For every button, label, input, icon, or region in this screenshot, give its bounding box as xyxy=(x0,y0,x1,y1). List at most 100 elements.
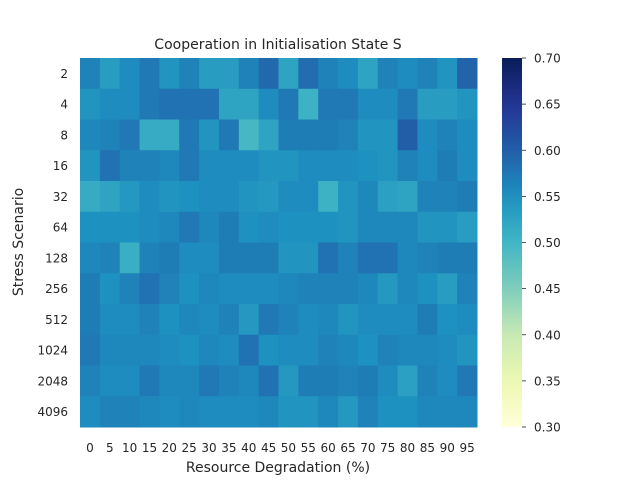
heatmap-cell xyxy=(119,334,141,366)
heatmap-cell xyxy=(238,181,260,213)
heatmap-cell xyxy=(278,88,299,120)
heatmap-cell xyxy=(298,88,319,120)
heatmap-cell xyxy=(278,304,299,336)
heatmap-cell xyxy=(377,119,399,151)
colorbar-tick-label: 0.60 xyxy=(534,144,561,158)
heatmap-cell xyxy=(357,365,379,397)
heatmap-cell xyxy=(298,211,319,243)
heatmap-cell xyxy=(159,396,180,428)
heatmap-cell xyxy=(357,119,379,151)
heatmap-cell xyxy=(457,304,478,336)
heatmap-cell xyxy=(318,365,339,397)
heatmap-cell xyxy=(258,304,279,336)
heatmap-cell xyxy=(199,242,220,274)
heatmap-cell xyxy=(179,150,200,182)
heatmap-cell xyxy=(159,211,180,243)
y-axis-label: Stress Scenario xyxy=(11,188,27,296)
heatmap-cell xyxy=(457,58,478,90)
heatmap-cell xyxy=(199,181,220,213)
heatmap-cell xyxy=(139,181,160,213)
heatmap-cell xyxy=(457,119,478,151)
heatmap-cell xyxy=(258,242,279,274)
heatmap-cell xyxy=(417,365,438,397)
heatmap-cell xyxy=(437,396,458,428)
heatmap-cell xyxy=(139,119,160,151)
heatmap-cell xyxy=(218,396,240,428)
heatmap-cell xyxy=(80,88,101,120)
heatmap-cell xyxy=(238,150,260,182)
heatmap-cell xyxy=(457,181,478,213)
heatmap-cell xyxy=(139,211,160,243)
heatmap-cell xyxy=(119,365,141,397)
heatmap-cell xyxy=(139,150,160,182)
heatmap-cell xyxy=(377,181,399,213)
heatmap-cell xyxy=(238,211,260,243)
chart-title: Cooperation in Initialisation State S xyxy=(154,37,401,53)
colorbar-tick-label: 0.30 xyxy=(534,421,561,435)
heatmap-cell xyxy=(318,273,339,305)
y-tick-label: 2048 xyxy=(37,374,68,388)
heatmap-cell xyxy=(338,365,359,397)
x-tick-label: 30 xyxy=(201,441,216,455)
y-tick-label: 2 xyxy=(60,67,68,81)
heatmap-cell xyxy=(377,273,399,305)
heatmap-cell xyxy=(298,242,319,274)
x-tick-label: 25 xyxy=(182,441,197,455)
heatmap-cell xyxy=(159,304,180,336)
heatmap-cell xyxy=(238,396,260,428)
heatmap-cell xyxy=(377,304,399,336)
y-tick-label: 1024 xyxy=(37,344,68,358)
heatmap-cell xyxy=(397,88,418,120)
heatmap-cell xyxy=(179,334,200,366)
x-tick-label: 65 xyxy=(340,441,355,455)
heatmap-cell xyxy=(119,273,141,305)
heatmap-cell xyxy=(139,334,160,366)
y-tick-label: 16 xyxy=(53,159,68,173)
heatmap-cell xyxy=(318,304,339,336)
heatmap-cell xyxy=(298,304,319,336)
heatmap-cell xyxy=(397,365,418,397)
heatmap-cell xyxy=(417,273,438,305)
heatmap-cell xyxy=(338,304,359,336)
heatmap-cell xyxy=(199,211,220,243)
y-tick-label: 256 xyxy=(45,282,68,296)
heatmap-cell xyxy=(159,58,180,90)
heatmap-cell xyxy=(417,119,438,151)
heatmap-cell xyxy=(377,58,399,90)
heatmap-cell xyxy=(119,150,141,182)
heatmap-cell xyxy=(199,334,220,366)
heatmap-cell xyxy=(417,396,438,428)
heatmap-cell xyxy=(159,334,180,366)
y-tick-label: 8 xyxy=(60,128,68,142)
heatmap-cell xyxy=(338,58,359,90)
heatmap-cell xyxy=(119,211,141,243)
heatmap-cell xyxy=(437,304,458,336)
heatmap-cell xyxy=(417,242,438,274)
heatmap-cell xyxy=(99,150,121,182)
heatmap-cell xyxy=(159,150,180,182)
heatmap-cell xyxy=(179,88,200,120)
heatmap-cell xyxy=(417,211,438,243)
heatmap-cell xyxy=(218,119,240,151)
heatmap-cell xyxy=(377,396,399,428)
x-tick-label: 45 xyxy=(261,441,276,455)
heatmap-cell xyxy=(457,365,478,397)
heatmap-cell xyxy=(258,150,279,182)
heatmap-cell xyxy=(397,304,418,336)
x-tick-label: 95 xyxy=(459,441,474,455)
heatmap-cell xyxy=(278,58,299,90)
heatmap-cell xyxy=(199,365,220,397)
heatmap-cell xyxy=(278,150,299,182)
heatmap-cell xyxy=(437,273,458,305)
heatmap-cell xyxy=(437,88,458,120)
heatmap-cell xyxy=(218,58,240,90)
heatmap-cell xyxy=(278,334,299,366)
heatmap-cell xyxy=(437,334,458,366)
heatmap-cell xyxy=(338,334,359,366)
colorbar-tick-label: 0.45 xyxy=(534,282,561,296)
colorbar-tick-label: 0.55 xyxy=(534,190,561,204)
heatmap-cell xyxy=(199,88,220,120)
x-tick-label: 10 xyxy=(122,441,137,455)
heatmap-cell xyxy=(318,119,339,151)
colorbar-tick-label: 0.40 xyxy=(534,328,561,342)
